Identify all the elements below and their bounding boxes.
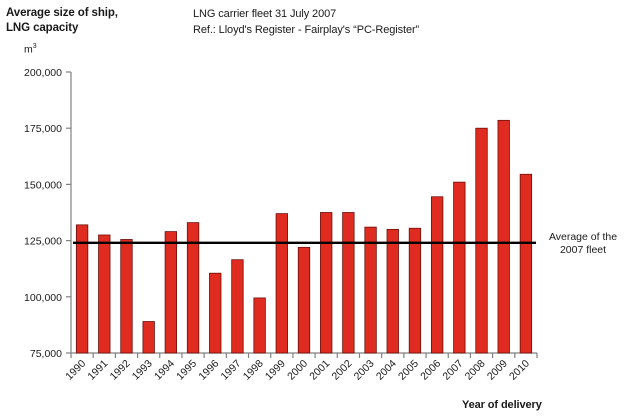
bar-2003[interactable] bbox=[364, 226, 377, 354]
bar-1990[interactable] bbox=[75, 224, 89, 354]
y-axis-tick-label: 150,000 bbox=[24, 179, 62, 191]
bar-2007[interactable] bbox=[453, 181, 466, 354]
x-axis-tick-label-1998: 1998 bbox=[241, 358, 266, 383]
x-axis-tick-label-2000: 2000 bbox=[285, 358, 310, 383]
bar-1995[interactable] bbox=[186, 222, 200, 354]
x-axis-tick-label-1994: 1994 bbox=[152, 358, 177, 383]
bar-2004[interactable] bbox=[386, 228, 399, 354]
chart-source-block: LNG carrier fleet 31 July 2007 Ref.: Llo… bbox=[193, 6, 523, 38]
bar-1998[interactable] bbox=[253, 297, 266, 354]
bar-1992[interactable] bbox=[120, 239, 133, 354]
bar-1996[interactable] bbox=[209, 272, 222, 354]
chart-title-block: Average size of ship, LNG capacity m3 bbox=[6, 6, 186, 57]
bar-2005[interactable] bbox=[408, 227, 422, 354]
y-axis-tick-marks bbox=[66, 71, 71, 354]
bar-1993[interactable] bbox=[142, 321, 155, 354]
average-line-annotation: Average of the 2007 fleet bbox=[539, 231, 627, 257]
bar-series bbox=[75, 119, 533, 354]
x-axis-tick-label-1990: 1990 bbox=[63, 358, 88, 383]
x-axis-tick-label-1995: 1995 bbox=[174, 358, 199, 383]
bar-2006[interactable] bbox=[430, 196, 444, 354]
y-axis-unit-label: m3 bbox=[24, 40, 186, 57]
x-axis-tick-label-1991: 1991 bbox=[85, 358, 110, 383]
bar-2001[interactable] bbox=[320, 212, 333, 354]
x-axis-tick-label-2007: 2007 bbox=[440, 358, 465, 383]
x-axis-tick-label-2001: 2001 bbox=[307, 358, 332, 383]
x-axis-tick-marks bbox=[70, 353, 538, 358]
bar-2009[interactable] bbox=[497, 119, 510, 354]
bar-2002[interactable] bbox=[342, 212, 355, 354]
x-axis-tick-label-1993: 1993 bbox=[130, 358, 155, 383]
y-axis-tick-label: 100,000 bbox=[24, 292, 62, 304]
x-axis-tick-label-2002: 2002 bbox=[329, 358, 354, 383]
chart-title-line1: Average size of ship, bbox=[6, 7, 118, 19]
x-axis-title: Year of delivery bbox=[462, 399, 542, 411]
bar-1994[interactable] bbox=[164, 231, 178, 354]
average-line-annotation-line1: Average of the bbox=[548, 231, 618, 243]
chart-subtitle: LNG carrier fleet 31 July 2007 bbox=[193, 8, 337, 20]
y-axis-tick-label: 75,000 bbox=[30, 348, 62, 360]
y-axis-tick-labels: 200,000 175,000 150,000 125,000 100,000 75,00… bbox=[24, 67, 62, 360]
chart-title-line2: LNG capacity bbox=[6, 22, 79, 34]
bar-2000[interactable] bbox=[297, 246, 311, 354]
x-axis-tick-label-2010: 2010 bbox=[507, 358, 532, 383]
x-axis-tick-label-2008: 2008 bbox=[463, 358, 488, 383]
bar-2010[interactable] bbox=[519, 173, 533, 354]
bar-1999[interactable] bbox=[275, 213, 288, 354]
average-line-annotation-line2: 2007 fleet bbox=[559, 244, 607, 256]
y-axis-tick-label: 175,000 bbox=[24, 123, 62, 135]
chart-reference: Ref.: Lloyd's Register - Fairplay's “PC-… bbox=[193, 24, 420, 36]
bar-1997[interactable] bbox=[231, 259, 244, 354]
y-axis-unit-exponent: 3 bbox=[32, 43, 37, 50]
x-axis-tick-label-1999: 1999 bbox=[263, 358, 288, 383]
x-axis-tick-label-2003: 2003 bbox=[352, 358, 377, 383]
x-axis-tick-label-2009: 2009 bbox=[485, 358, 510, 383]
y-axis-tick-label: 125,000 bbox=[24, 236, 62, 248]
x-axis-tick-labels: 1990199119921993199419951996199719981999… bbox=[63, 358, 532, 383]
x-axis-tick-label-1992: 1992 bbox=[108, 358, 133, 383]
bar-2008[interactable] bbox=[475, 127, 488, 354]
y-axis-unit-text: m bbox=[24, 43, 33, 56]
x-axis-tick-label-1997: 1997 bbox=[219, 358, 244, 383]
x-axis-tick-label-2005: 2005 bbox=[396, 358, 421, 383]
bar-1991[interactable] bbox=[98, 234, 111, 354]
x-axis-tick-label-2004: 2004 bbox=[374, 358, 399, 383]
x-axis-tick-label-1996: 1996 bbox=[196, 358, 221, 383]
y-axis-tick-label: 200,000 bbox=[24, 67, 62, 79]
x-axis-tick-label-2006: 2006 bbox=[418, 358, 443, 383]
